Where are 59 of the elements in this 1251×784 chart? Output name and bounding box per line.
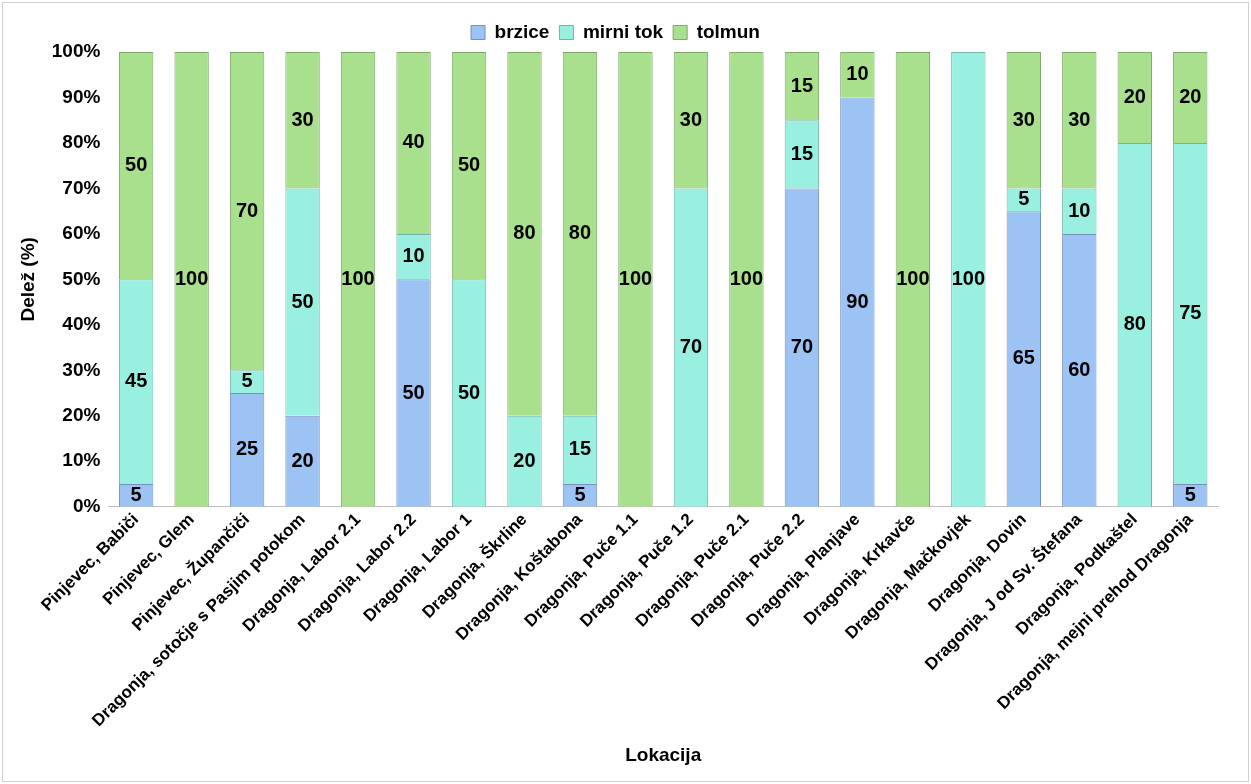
legend-label: brzice — [494, 20, 550, 42]
data-label: 5 — [574, 482, 586, 505]
y-tick-label: 50% — [62, 267, 101, 289]
data-label: 50 — [402, 380, 425, 403]
data-label: 50 — [457, 153, 481, 176]
y-tick-label: 20% — [62, 404, 101, 425]
y-tick-label: 70% — [62, 176, 101, 198]
legend-label: tolmun — [696, 20, 760, 42]
data-label: 30 — [291, 107, 314, 130]
data-label: 30 — [1012, 107, 1035, 130]
data-label: 5 — [1018, 187, 1030, 210]
data-label: 60 — [1068, 357, 1091, 380]
data-label: 90 — [846, 289, 869, 312]
y-tick-label: 100% — [51, 40, 101, 62]
data-label: 50 — [457, 380, 481, 403]
data-label: 5 — [1184, 482, 1196, 505]
data-label: 80 — [568, 221, 592, 244]
data-label: 15 — [790, 141, 814, 164]
data-label: 5 — [130, 482, 142, 505]
data-label: 100 — [729, 266, 764, 289]
data-label: 100 — [341, 266, 375, 289]
data-label: 100 — [951, 266, 986, 289]
data-label: 65 — [1012, 346, 1035, 369]
data-label: 40 — [402, 130, 425, 153]
x-axis-title: Lokacija — [625, 743, 702, 765]
data-label: 30 — [679, 107, 703, 130]
data-label: 100 — [618, 266, 653, 289]
data-label: 30 — [1068, 107, 1091, 130]
data-label: 80 — [513, 221, 536, 244]
data-label: 20 — [513, 448, 536, 471]
data-label: 20 — [1123, 84, 1146, 107]
data-label: 45 — [125, 369, 148, 392]
data-label: 50 — [125, 153, 148, 176]
data-label: 70 — [679, 335, 703, 358]
y-tick-label: 30% — [62, 358, 101, 380]
y-tick-label: 0% — [72, 494, 101, 516]
y-tick-label: 60% — [62, 222, 101, 244]
data-label: 70 — [235, 198, 259, 221]
data-label: 15 — [568, 437, 592, 460]
data-label: 10 — [402, 244, 425, 267]
data-label: 5 — [241, 369, 253, 392]
data-label: 50 — [291, 289, 314, 312]
data-label: 15 — [790, 73, 814, 96]
data-label: 70 — [790, 335, 814, 358]
data-label: 80 — [1123, 312, 1146, 335]
data-label: 100 — [174, 266, 209, 289]
y-axis-title: Delež (%) — [16, 237, 38, 322]
data-label: 10 — [1068, 198, 1091, 221]
y-tick-label: 40% — [62, 313, 101, 335]
data-label: 20 — [291, 448, 314, 471]
data-label: 25 — [235, 437, 259, 460]
data-label: 100 — [896, 266, 930, 289]
y-tick-label: 90% — [62, 85, 101, 107]
data-label: 10 — [846, 62, 869, 85]
legend-label: mirni tok — [582, 20, 664, 42]
y-tick-label: 80% — [62, 131, 101, 153]
data-label: 75 — [1179, 300, 1202, 323]
y-tick-label: 10% — [62, 449, 101, 471]
data-label: 20 — [1179, 84, 1202, 107]
